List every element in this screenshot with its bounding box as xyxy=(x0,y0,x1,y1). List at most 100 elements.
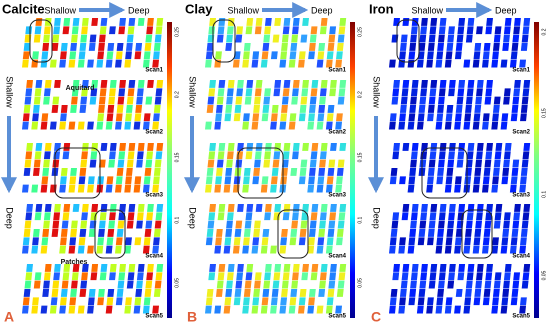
core-segment xyxy=(281,159,289,168)
core-segment xyxy=(251,305,259,314)
core-segment xyxy=(143,51,151,60)
core-segment xyxy=(319,272,327,281)
core-segment xyxy=(226,88,234,97)
core-segment xyxy=(473,237,481,246)
core-segment xyxy=(217,212,225,221)
core-segment xyxy=(523,204,531,212)
core-strip xyxy=(96,80,108,130)
core-segment xyxy=(427,176,434,185)
core-segment xyxy=(520,168,528,176)
core-segment xyxy=(134,176,142,185)
core-strip xyxy=(40,143,52,193)
core-strip xyxy=(152,143,164,193)
core-segment xyxy=(253,289,260,297)
core-segment xyxy=(81,80,89,88)
core-segment xyxy=(472,245,480,254)
core-segment xyxy=(291,280,299,289)
core-segment xyxy=(509,59,517,68)
axis-label: Deep xyxy=(372,207,382,229)
core-segment xyxy=(502,229,510,237)
core-segment xyxy=(125,43,133,51)
core-strip xyxy=(472,26,483,68)
core-segment xyxy=(325,59,333,68)
core-segment xyxy=(137,204,145,212)
core-segment xyxy=(208,212,216,221)
core-segment xyxy=(227,18,235,26)
core-segment xyxy=(302,264,309,272)
core-segment xyxy=(279,305,287,314)
core-segment xyxy=(514,80,521,88)
core-segment xyxy=(22,113,30,122)
core-strip xyxy=(214,143,226,193)
core-strip xyxy=(205,264,216,314)
core-strip xyxy=(491,272,502,314)
core-segment xyxy=(485,151,493,160)
core-segment xyxy=(115,121,122,130)
axis-label: Shallow xyxy=(372,76,382,108)
axis-label: Deep xyxy=(495,5,517,15)
core-segment xyxy=(448,204,456,212)
core-segment xyxy=(115,245,122,254)
core-segment xyxy=(492,297,499,306)
core-segment xyxy=(421,204,428,212)
core-segment xyxy=(458,264,466,272)
core-segment xyxy=(336,229,344,237)
core-segment xyxy=(252,237,260,246)
core-segment xyxy=(328,34,336,43)
core-segment xyxy=(475,159,483,168)
core-segment xyxy=(81,204,89,212)
core-segment xyxy=(482,59,489,68)
core-segment xyxy=(225,43,233,51)
core-segment xyxy=(218,18,226,26)
core-segment xyxy=(24,220,32,229)
core-segment xyxy=(501,297,509,306)
core-strip xyxy=(242,143,254,193)
colorbar-tick-label: 0.05 xyxy=(357,278,363,288)
core-segment xyxy=(280,51,288,60)
core-segment xyxy=(421,264,428,272)
core-segment xyxy=(427,51,434,60)
core-segment xyxy=(274,18,282,26)
core-segment xyxy=(143,176,151,185)
core-segment xyxy=(107,105,115,113)
core-segment xyxy=(411,80,419,88)
core-strip xyxy=(142,264,154,314)
core-segment xyxy=(410,220,417,229)
core-segment xyxy=(464,176,472,185)
core-segment xyxy=(270,51,278,60)
core-strip xyxy=(40,204,52,254)
core-segment xyxy=(390,168,398,176)
colorbar-tick-label: 0.15 xyxy=(541,108,547,118)
core-segment xyxy=(472,59,480,68)
core-segment xyxy=(255,80,263,88)
core-segment xyxy=(128,80,136,88)
core-segment xyxy=(33,34,41,43)
core-segment xyxy=(237,80,244,88)
core-strip xyxy=(22,143,33,193)
core-segment xyxy=(142,245,150,254)
core-segment xyxy=(316,59,324,68)
core-strip xyxy=(407,18,419,68)
core-segment xyxy=(98,289,105,297)
core-segment xyxy=(125,297,132,306)
core-strip xyxy=(444,143,456,193)
core-strip xyxy=(418,143,428,176)
core-segment xyxy=(153,43,161,51)
annotation: Patches xyxy=(61,259,88,266)
core-segment xyxy=(512,96,520,105)
core-segment xyxy=(128,143,136,151)
core-segment xyxy=(23,289,31,297)
core-segment xyxy=(33,96,41,105)
core-strip xyxy=(416,264,428,314)
panel-title: Calcite xyxy=(2,1,45,16)
core-segment xyxy=(60,113,67,122)
core-segment xyxy=(217,88,225,97)
core-segment xyxy=(127,151,135,160)
core-segment xyxy=(54,204,61,212)
core-segment xyxy=(136,159,143,168)
core-segment xyxy=(105,305,113,314)
core-segment xyxy=(454,184,461,193)
core-segment xyxy=(408,297,416,306)
core-strip xyxy=(260,18,272,68)
core-segment xyxy=(445,113,453,122)
